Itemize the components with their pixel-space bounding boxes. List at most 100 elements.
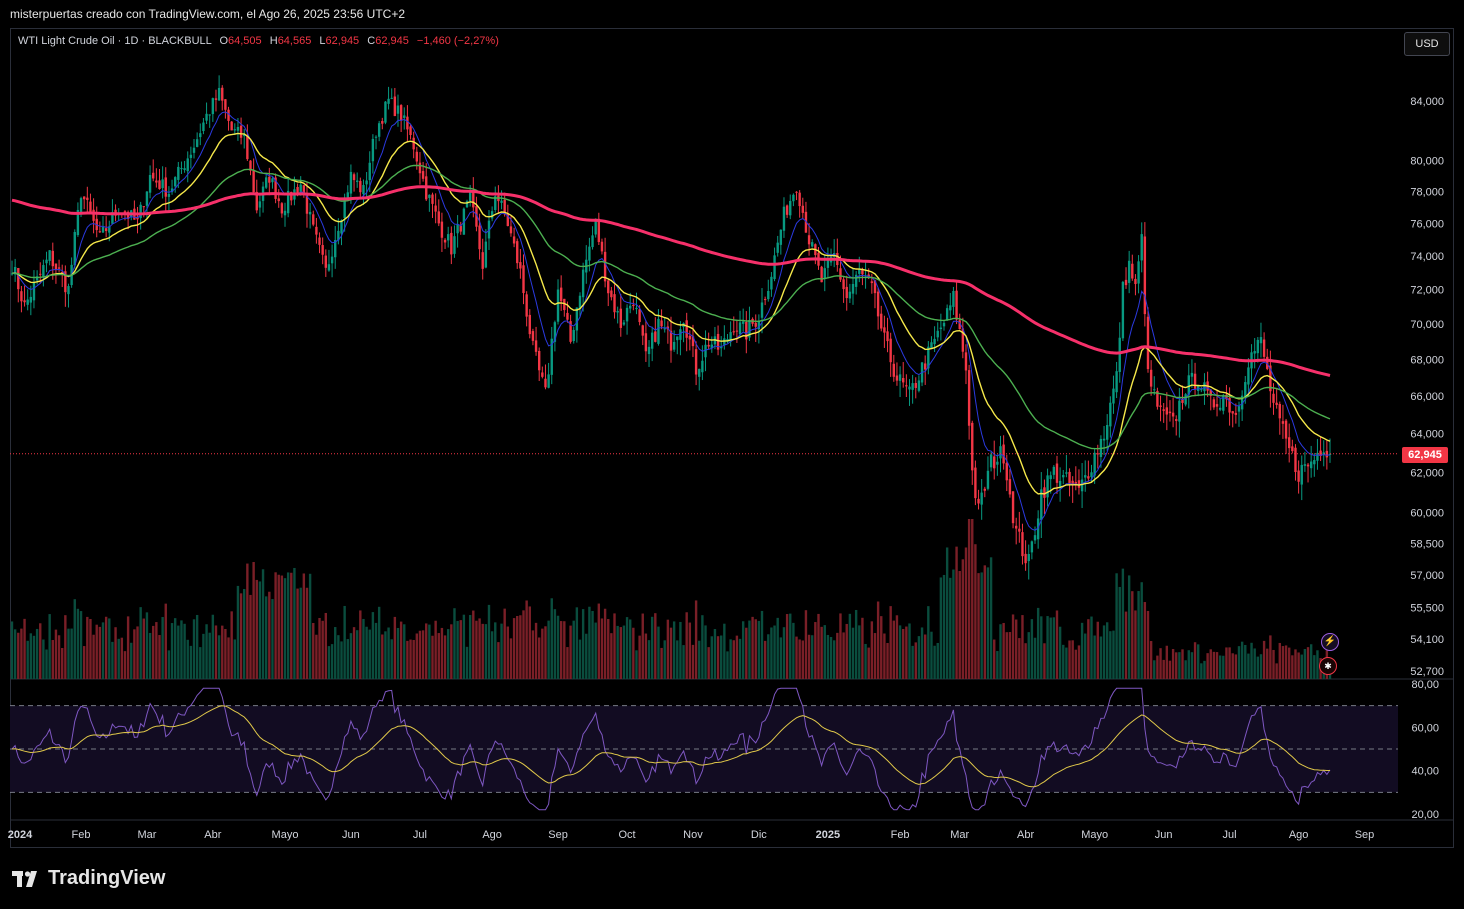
volume-bar [556, 615, 560, 679]
candle-body [698, 368, 701, 377]
volume-bar [64, 615, 67, 679]
candle-body [277, 198, 280, 202]
volume-bar [939, 577, 943, 679]
volume-bar [1190, 652, 1194, 679]
candle-body [255, 191, 258, 211]
volume-bar [538, 637, 541, 679]
candle-body [399, 105, 403, 121]
volume-bar [585, 633, 588, 679]
candle-body [1300, 464, 1303, 485]
volume-bar [647, 640, 651, 679]
candle-body [233, 129, 237, 131]
candle-body [588, 246, 591, 261]
volume-bar [1259, 654, 1263, 679]
volume-bar [494, 622, 497, 679]
volume-bar [324, 612, 328, 679]
volume-bar [1184, 660, 1187, 679]
volume-bar [1294, 649, 1297, 679]
volume-bar [1112, 630, 1115, 679]
volume-bar [1071, 640, 1074, 679]
volume-bar [1068, 640, 1071, 679]
candle-body [563, 298, 566, 311]
volume-bar [745, 627, 748, 679]
lightning-bolt-icon[interactable]: ⚡ [1321, 633, 1339, 651]
candle-body [591, 235, 594, 248]
volume-bar [619, 627, 622, 679]
us-flag-icon[interactable]: ✱ [1319, 657, 1337, 675]
candle-body [971, 422, 974, 471]
candle-body [600, 241, 604, 252]
symbol-title[interactable]: WTI Light Crude Oil · 1D · BLACKBULL [18, 35, 212, 47]
candle-body [1005, 462, 1008, 481]
candle-body [1294, 447, 1297, 473]
volume-bar [177, 625, 180, 679]
candle-body [1212, 399, 1216, 408]
volume-bar [1278, 642, 1281, 679]
candle-body [195, 139, 199, 147]
time-tick-label: Mayo [272, 829, 299, 841]
volume-bar [249, 594, 252, 679]
volume-bar [1084, 633, 1087, 679]
candle-body [945, 308, 949, 321]
volume-bar [1178, 652, 1181, 679]
candle-body [446, 234, 450, 241]
volume-bar [17, 632, 20, 679]
volume-bar [396, 628, 400, 679]
candle-body [481, 252, 484, 269]
volume-bar [864, 643, 867, 679]
candle-body [1284, 420, 1288, 439]
volume-bar [1065, 647, 1068, 679]
volume-bar [39, 623, 42, 679]
chart-frame[interactable] [10, 28, 1454, 848]
candle-body [192, 147, 196, 153]
volume-bar [192, 619, 196, 679]
candle-body [362, 185, 365, 195]
candle-body [104, 228, 108, 232]
volume-bar [308, 573, 312, 679]
volume-bar [798, 639, 801, 679]
volume-bar [773, 625, 776, 679]
candle-body [512, 236, 516, 244]
volume-bar [399, 621, 403, 679]
candle-body [873, 280, 877, 294]
candle-body [961, 328, 965, 352]
rsi-tick-label: 40,00 [1411, 766, 1439, 778]
candle-body [1171, 412, 1175, 417]
candle-body [111, 212, 114, 224]
candle-body [290, 191, 293, 201]
price-tick-label: 58,500 [1410, 538, 1444, 550]
low-value: 62,945 [325, 35, 360, 47]
volume-bar [716, 636, 720, 679]
volume-bar [1027, 632, 1030, 679]
candle-body [1209, 389, 1212, 396]
candle-body [701, 360, 704, 373]
volume-bar [98, 626, 102, 679]
volume-bar [748, 620, 751, 679]
currency-button[interactable]: USD [1404, 32, 1450, 56]
candle-body [374, 136, 378, 138]
candle-body [214, 98, 218, 100]
candle-body [531, 331, 535, 341]
candle-body [371, 138, 375, 162]
candle-body [108, 226, 111, 233]
candle-body [550, 338, 553, 375]
volume-bar [252, 562, 255, 679]
tradingview-logo[interactable]: TradingView [12, 867, 165, 890]
volume-bar [814, 622, 817, 679]
candle-body [704, 344, 707, 358]
candle-body [1134, 278, 1137, 285]
volume-bar [340, 641, 343, 679]
candle-body [1033, 535, 1037, 541]
volume-bar [443, 635, 447, 679]
candle-body [534, 340, 538, 352]
candle-body [1297, 470, 1300, 482]
volume-bar [211, 614, 215, 679]
volume-bar [243, 589, 246, 679]
volume-bar [337, 635, 340, 679]
time-tick-label: Dic [751, 829, 767, 841]
candle-body [842, 279, 845, 290]
volume-bar [1153, 660, 1156, 679]
volume-bar [625, 617, 629, 679]
volume-bar [475, 620, 478, 679]
